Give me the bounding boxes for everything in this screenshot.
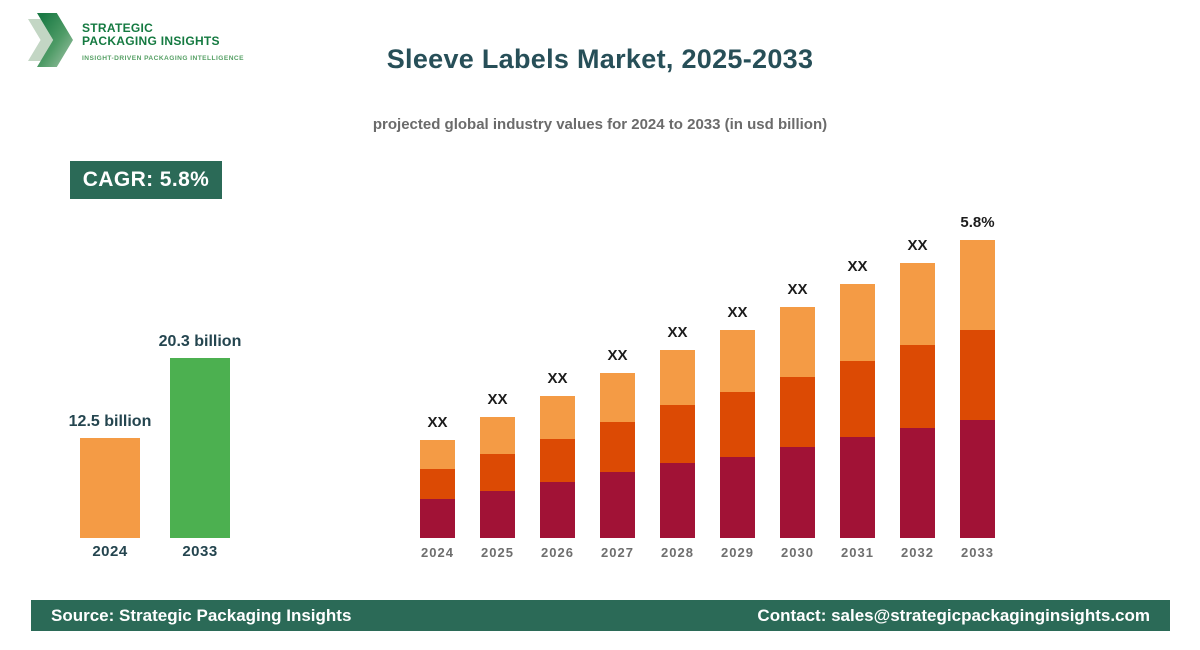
logo-line2: PACKAGING INSIGHTS — [82, 34, 220, 48]
top-segment — [540, 396, 575, 439]
top-segment — [960, 240, 995, 330]
stacked-bar — [780, 307, 815, 538]
bar-year-label: 2024 — [421, 545, 454, 560]
summary-column-2033: 20.3 billion 2033 — [159, 320, 242, 560]
top-segment — [780, 307, 815, 377]
top-segment — [480, 417, 515, 454]
stacked-bar-chart: XX 2024 XX 2025 XX 2026 XX 2027 XX 2028 XX 2029 XX 20… — [420, 200, 1000, 560]
middle-segment — [480, 454, 515, 491]
top-segment — [900, 263, 935, 345]
top-segment — [600, 373, 635, 422]
stacked-bar-column: XX 2024 — [420, 200, 455, 560]
middle-segment — [420, 469, 455, 499]
stacked-bar-column: XX 2032 — [900, 200, 935, 560]
logo: STRATEGIC PACKAGING INSIGHTS INSIGHT-DRI… — [28, 12, 244, 68]
stacked-bar-column: XX 2030 — [780, 200, 815, 560]
bottom-segment — [660, 463, 695, 538]
bar-year-label: 2031 — [841, 545, 874, 560]
bar-value-label: XX — [907, 237, 928, 254]
summary-value-label: 20.3 billion — [158, 333, 242, 350]
summary-column-2024: 12.5 billion 2024 — [69, 320, 152, 560]
stacked-bar-column: XX 2029 — [720, 200, 755, 560]
bar-year-label: 2025 — [481, 545, 514, 560]
top-segment — [840, 284, 875, 361]
middle-segment — [660, 405, 695, 463]
page-subtitle: projected global industry values for 202… — [372, 116, 828, 133]
stacked-bar-column: 5.8% 2033 — [960, 200, 995, 560]
stacked-bar — [600, 373, 635, 538]
summary-value-label: 12.5 billion — [68, 413, 152, 430]
middle-segment — [720, 392, 755, 457]
bottom-segment — [720, 457, 755, 538]
bottom-segment — [480, 491, 515, 538]
summary-year-label: 2033 — [182, 543, 218, 560]
bar-value-label: XX — [847, 258, 868, 275]
bar-year-label: 2030 — [781, 545, 814, 560]
middle-segment — [960, 330, 995, 420]
bottom-segment — [840, 437, 875, 538]
bar-year-label: 2028 — [661, 545, 694, 560]
bar-year-label: 2032 — [901, 545, 934, 560]
logo-line1: STRATEGIC — [82, 21, 154, 35]
top-segment — [420, 440, 455, 469]
bottom-segment — [420, 499, 455, 538]
middle-segment — [600, 422, 635, 472]
logo-tagline: INSIGHT-DRIVEN PACKAGING INTELLIGENCE — [82, 55, 244, 62]
stacked-bar-column: XX 2027 — [600, 200, 635, 560]
bar-value-label: XX — [547, 370, 568, 387]
bar-value-label: XX — [487, 391, 508, 408]
stacked-bar — [960, 240, 995, 538]
stacked-bar — [480, 417, 515, 538]
stacked-bar-column: XX 2031 — [840, 200, 875, 560]
bottom-segment — [600, 472, 635, 538]
middle-segment — [900, 345, 935, 428]
bar-value-label: XX — [787, 281, 808, 298]
bar-value-label: XX — [427, 414, 448, 431]
top-segment — [720, 330, 755, 392]
footer-bar: Source: Strategic Packaging Insights Con… — [31, 600, 1170, 631]
bar-year-label: 2033 — [961, 545, 994, 560]
stacked-bar — [900, 263, 935, 538]
middle-segment — [780, 377, 815, 447]
stacked-bar-column: XX 2025 — [480, 200, 515, 560]
bar-value-label: XX — [727, 304, 748, 321]
stacked-bar — [540, 396, 575, 538]
bar-value-label: 5.8% — [960, 214, 995, 231]
footer-contact: Contact: sales@strategicpackaginginsight… — [757, 605, 1150, 625]
logo-text: STRATEGIC PACKAGING INSIGHTS INSIGHT-DRI… — [82, 12, 244, 63]
summary-bar — [170, 358, 230, 538]
stacked-bar-column: XX 2026 — [540, 200, 575, 560]
bar-value-label: XX — [667, 324, 688, 341]
page-title: Sleeve Labels Market, 2025-2033 — [386, 44, 814, 74]
summary-bar — [80, 438, 140, 538]
footer-source: Source: Strategic Packaging Insights — [51, 605, 352, 625]
stacked-bar — [420, 440, 455, 538]
bottom-segment — [960, 420, 995, 538]
stacked-bar — [840, 284, 875, 538]
bottom-segment — [780, 447, 815, 538]
bar-year-label: 2029 — [721, 545, 754, 560]
summary-comparison-chart: 12.5 billion 2024 20.3 billion 2033 — [60, 320, 260, 560]
bottom-segment — [900, 428, 935, 538]
middle-segment — [540, 439, 575, 482]
bottom-segment — [540, 482, 575, 538]
stacked-bar — [660, 350, 695, 538]
cagr-badge: CAGR: 5.8% — [70, 161, 222, 199]
stacked-bar-column: XX 2028 — [660, 200, 695, 560]
logo-chevron-icon — [28, 12, 74, 68]
bar-year-label: 2027 — [601, 545, 634, 560]
top-segment — [660, 350, 695, 405]
stacked-bar — [720, 330, 755, 538]
bar-year-label: 2026 — [541, 545, 574, 560]
middle-segment — [840, 361, 875, 437]
bar-value-label: XX — [607, 347, 628, 364]
summary-year-label: 2024 — [92, 543, 128, 560]
